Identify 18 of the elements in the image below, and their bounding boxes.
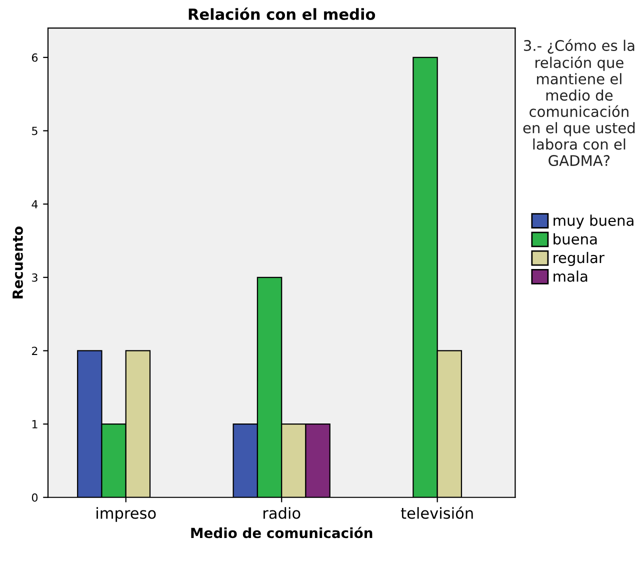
y-axis-title: Recuento <box>12 226 23 298</box>
y-tick-label: 5 <box>32 126 38 136</box>
y-tick-label: 1 <box>32 420 38 428</box>
y-tick-label: 4 <box>32 200 38 208</box>
x-tick-label: radio <box>264 507 300 519</box>
y-tick-label: 2 <box>32 346 38 355</box>
y-tick-label: 0 <box>32 493 38 502</box>
legend-label: buena <box>554 233 597 245</box>
legend-label: mala <box>554 270 588 282</box>
y-tick-label: 6 <box>32 53 38 62</box>
y-tick-label: 3 <box>32 273 38 282</box>
legend-label: muy buena <box>554 214 634 229</box>
x-tick-label: impreso <box>96 507 156 522</box>
x-axis-title: Medio de comunicación <box>191 526 372 538</box>
x-tick-label: televisión <box>400 506 473 519</box>
legend-title: 3.- ¿Cómo es la relación que mantiene el medio de comunicación en el que usted labora con el GADMA? <box>523 39 635 166</box>
legend-label: regular <box>554 252 604 266</box>
chart-title: Relación con el medio <box>188 8 376 20</box>
